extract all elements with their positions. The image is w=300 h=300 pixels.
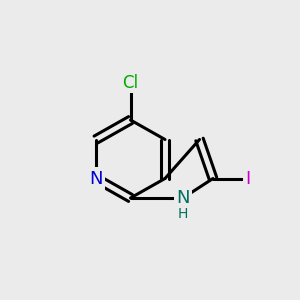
- Text: H: H: [178, 208, 188, 221]
- Text: N: N: [89, 169, 103, 188]
- Text: I: I: [245, 169, 250, 188]
- Text: Cl: Cl: [122, 74, 139, 92]
- Text: N: N: [176, 189, 190, 207]
